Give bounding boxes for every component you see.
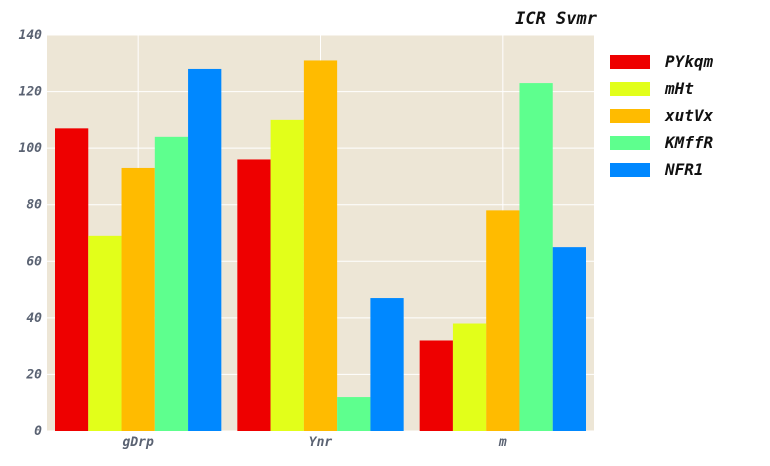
bar — [121, 167, 155, 431]
bar — [55, 128, 89, 432]
y-tick-label: 40 — [26, 311, 42, 326]
bar — [303, 60, 338, 431]
chart-title: ICR Svmr — [515, 9, 597, 29]
bar — [552, 247, 586, 431]
y-tick-label: 140 — [19, 28, 43, 43]
bar — [370, 298, 404, 431]
bar — [337, 397, 371, 431]
legend-swatch — [610, 81, 650, 96]
legend-label: xutVx — [665, 106, 714, 125]
bar — [452, 323, 487, 431]
x-tick-label: Ynr — [309, 435, 333, 450]
bar — [486, 210, 520, 431]
bar — [154, 136, 189, 432]
y-tick-label: 100 — [19, 141, 43, 156]
legend-item: xutVx — [610, 102, 713, 129]
bar — [188, 68, 222, 431]
x-tick-label: gDrp — [123, 435, 154, 450]
legend-label: KMffR — [665, 133, 714, 152]
legend-swatch — [610, 162, 650, 177]
legend-label: PYkqm — [665, 52, 714, 71]
legend-swatch — [610, 54, 650, 69]
legend-swatch — [610, 108, 650, 123]
y-tick-label: 120 — [19, 85, 43, 100]
bar — [237, 159, 271, 431]
bar — [519, 83, 553, 431]
y-tick-label: 20 — [25, 367, 42, 382]
x-tick-label: m — [498, 435, 507, 450]
legend-item: PYkqm — [610, 48, 713, 75]
legend-item: KMffR — [610, 129, 713, 156]
y-tick-label: 60 — [26, 254, 42, 269]
legend-label: NFR1 — [665, 160, 704, 179]
legend-item: NFR1 — [610, 156, 713, 183]
legend: PYkqm mHt xutVx KMffR NFR1 — [610, 48, 713, 183]
legend-swatch — [610, 135, 650, 150]
y-tick-label: 80 — [26, 198, 42, 213]
bar — [270, 119, 304, 431]
bar — [419, 340, 453, 431]
bar — [88, 235, 122, 431]
y-tick-label: 0 — [34, 424, 42, 439]
legend-label: mHt — [665, 79, 694, 98]
legend-item: mHt — [610, 75, 713, 102]
